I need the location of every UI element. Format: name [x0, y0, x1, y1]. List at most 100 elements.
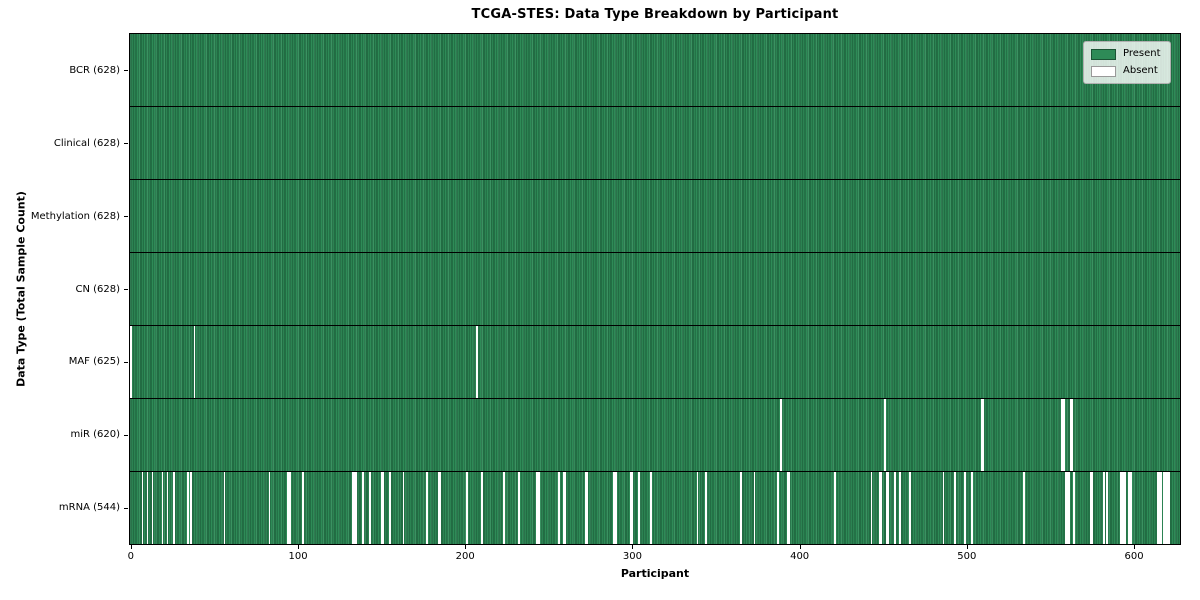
absent-stripe — [380, 472, 383, 544]
absent-stripe — [879, 472, 881, 544]
x-tick-mark — [1134, 545, 1136, 549]
y-tick-mark — [124, 434, 128, 436]
absent-stripe — [146, 472, 149, 544]
x-tick-label: 300 — [622, 551, 642, 562]
absent-stripe — [369, 472, 371, 544]
absent-stripe — [439, 472, 441, 544]
absent-stripe — [887, 472, 890, 544]
absent-stripe — [1064, 472, 1067, 544]
absent-stripe — [884, 399, 886, 471]
absent-stripe — [1067, 472, 1070, 544]
absent-stripe — [425, 472, 428, 544]
absent-stripe — [614, 472, 617, 544]
x-tick-mark — [966, 545, 968, 549]
absent-stripe — [586, 472, 589, 544]
absent-stripe — [1121, 472, 1124, 544]
absent-stripe — [777, 472, 779, 544]
absent-stripe — [287, 472, 289, 544]
absent-stripe — [223, 472, 226, 544]
y-tick-label: mRNA (544) — [58, 502, 120, 514]
absent-stripe — [885, 472, 888, 544]
x-tick-mark — [298, 545, 300, 549]
absent-stripe — [354, 472, 356, 544]
y-tick-mark — [124, 143, 128, 145]
absent-stripe — [638, 472, 640, 544]
absent-stripe — [954, 472, 956, 544]
absent-stripe — [355, 472, 358, 544]
x-tick-label: 400 — [790, 551, 810, 562]
absent-stripe — [1128, 472, 1130, 544]
y-tick-label: Clinical (628) — [53, 137, 120, 149]
absent-stripe — [1168, 472, 1170, 544]
legend: Present Absent — [1083, 41, 1171, 84]
legend-entry-absent: Absent — [1091, 65, 1161, 77]
y-tick-label: Methylation (628) — [30, 210, 120, 222]
absent-stripe — [130, 326, 132, 398]
absent-stripe — [705, 472, 707, 544]
absent-stripe — [649, 472, 652, 544]
x-tick-label: 600 — [1124, 551, 1144, 562]
absent-stripe — [564, 472, 567, 544]
x-tick-label: 200 — [455, 551, 475, 562]
heatmap-row-methylation — [130, 180, 1180, 253]
x-tick-mark — [130, 545, 132, 549]
y-tick-label: MAF (625) — [68, 356, 120, 368]
absent-stripe — [971, 472, 973, 544]
legend-swatch-present — [1091, 48, 1116, 60]
absent-stripe — [788, 472, 791, 544]
absent-stripe — [1123, 472, 1125, 544]
absent-stripe — [740, 472, 742, 544]
absent-stripe — [563, 472, 565, 544]
absent-stripe — [1022, 472, 1025, 544]
absent-stripe — [166, 472, 169, 544]
x-tick-label: 500 — [957, 551, 977, 562]
absent-stripe — [1072, 472, 1075, 544]
x-tick-label: 100 — [288, 551, 308, 562]
absent-stripe — [696, 472, 699, 544]
heatmap-row-bcr — [130, 34, 1180, 107]
absent-stripe — [1071, 399, 1073, 471]
heatmap-row-mir — [130, 399, 1180, 472]
absent-stripe — [362, 472, 365, 544]
y-tick-mark — [124, 361, 128, 363]
absent-stripe — [141, 472, 144, 544]
x-tick-label: 0 — [127, 551, 135, 562]
legend-swatch-absent — [1091, 65, 1116, 77]
heatmap-row-mrna — [130, 472, 1180, 544]
absent-stripe — [753, 472, 756, 544]
absent-stripe — [787, 472, 789, 544]
absent-stripe — [151, 472, 154, 544]
x-axis-label: Participant — [620, 567, 690, 580]
absent-stripe — [288, 472, 291, 544]
absent-stripe — [1158, 472, 1160, 544]
absent-stripe — [1166, 472, 1169, 544]
absent-stripe — [466, 472, 468, 544]
absent-stripe — [558, 472, 560, 544]
absent-stripe — [1106, 472, 1109, 544]
absent-stripe — [186, 472, 189, 544]
legend-label: Present — [1123, 48, 1161, 59]
y-tick-mark — [124, 70, 128, 72]
absent-stripe — [631, 472, 634, 544]
absent-stripe — [780, 399, 783, 471]
absent-stripe — [1089, 472, 1092, 544]
absent-stripe — [880, 472, 883, 544]
absent-stripe — [629, 472, 632, 544]
absent-stripe — [1159, 472, 1162, 544]
absent-stripe — [1163, 472, 1165, 544]
y-tick-label: miR (620) — [70, 429, 120, 441]
absent-stripe — [982, 399, 985, 471]
absent-stripe — [389, 472, 391, 544]
heatmap-rows — [130, 34, 1180, 544]
heatmap-row-clinical — [130, 107, 1180, 180]
plot-area — [129, 33, 1181, 545]
heatmap-row-cn — [130, 253, 1180, 326]
absent-stripe — [1129, 472, 1132, 544]
x-tick-mark — [799, 545, 801, 549]
absent-stripe — [302, 472, 304, 544]
absent-stripe — [584, 472, 587, 544]
absent-stripe — [981, 399, 983, 471]
x-tick-mark — [465, 545, 467, 549]
absent-stripe — [402, 472, 405, 544]
